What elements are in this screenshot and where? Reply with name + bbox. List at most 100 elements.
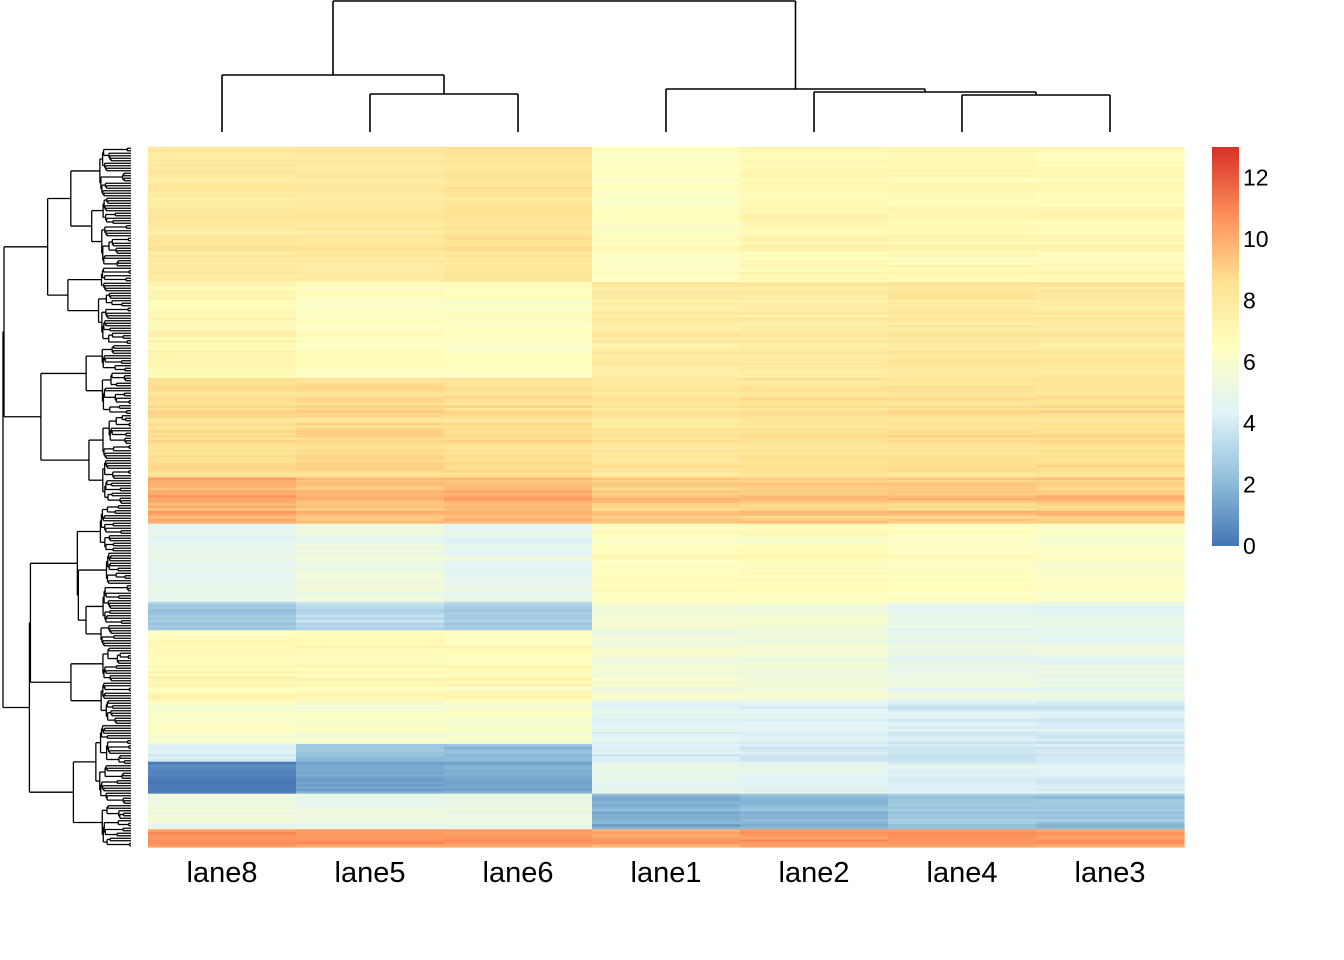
heatmap-cell	[1036, 798, 1185, 802]
heatmap-cell	[592, 254, 741, 258]
heatmap-cell	[1036, 726, 1185, 730]
heatmap-cell	[296, 640, 445, 644]
heatmap-cell	[296, 642, 445, 647]
heatmap-cell	[1036, 157, 1185, 161]
heatmap-cell	[296, 367, 445, 371]
heatmap-cell	[740, 543, 889, 547]
heatmap-cell	[296, 769, 445, 773]
heatmap-cell	[888, 566, 1037, 570]
heatmap-cell	[592, 711, 741, 715]
heatmap-cell	[444, 415, 593, 419]
heatmap-cell	[444, 177, 593, 181]
heatmap-cell	[888, 460, 1037, 464]
heatmap-cell	[148, 244, 297, 248]
heatmap-cell	[740, 663, 889, 667]
heatmap-cell	[444, 427, 593, 431]
heatmap-cell	[148, 816, 297, 820]
heatmap-cell	[888, 783, 1037, 787]
heatmap-cell	[740, 551, 889, 555]
heatmap-cell	[148, 622, 297, 626]
heatmap-cell	[888, 808, 1037, 813]
heatmap-cell	[1036, 164, 1185, 168]
heatmap-cell	[1036, 199, 1185, 203]
heatmap-cell	[1036, 352, 1185, 356]
heatmap-cell	[1036, 558, 1185, 563]
heatmap-cell	[1036, 377, 1185, 382]
heatmap-cell	[888, 806, 1037, 810]
heatmap-cell	[444, 678, 593, 682]
heatmap-cell	[592, 229, 741, 233]
heatmap-cell	[444, 681, 593, 685]
heatmap-cell	[148, 162, 297, 166]
heatmap-cell	[740, 513, 889, 517]
heatmap-cell	[740, 749, 889, 753]
heatmap-cell	[592, 392, 741, 396]
heatmap-cell	[592, 194, 741, 198]
heatmap-cell	[1036, 324, 1185, 329]
heatmap-cell	[740, 307, 889, 311]
heatmap-cell	[296, 637, 445, 641]
heatmap-cell	[1036, 204, 1185, 208]
heatmap-cell	[148, 452, 297, 456]
heatmap-cell	[1036, 147, 1185, 151]
heatmap-cell	[592, 417, 741, 421]
heatmap-cell	[148, 798, 297, 802]
heatmap-cell	[148, 352, 297, 356]
heatmap-cell	[592, 147, 741, 151]
heatmap-cell	[592, 826, 741, 830]
heatmap-cell	[444, 673, 593, 677]
heatmap-cell	[296, 480, 445, 484]
heatmap-cell	[148, 390, 297, 394]
heatmap-cell	[888, 299, 1037, 303]
heatmap-cell	[1036, 564, 1185, 568]
heatmap-cell	[148, 505, 297, 509]
heatmap-cell	[444, 668, 593, 672]
heatmap-cell	[740, 224, 889, 228]
heatmap-cell	[888, 791, 1037, 795]
heatmap-cell	[1036, 814, 1185, 818]
heatmap-cell	[296, 372, 445, 377]
heatmap-cell	[444, 202, 593, 206]
heatmap-cell	[1036, 397, 1185, 401]
heatmap-cell	[740, 252, 889, 256]
heatmap-cell	[1036, 152, 1185, 156]
heatmap-cell	[592, 806, 741, 810]
heatmap-cell	[888, 332, 1037, 336]
heatmap-cell	[1036, 382, 1185, 387]
heatmap-cell	[888, 591, 1037, 595]
heatmap-cell	[1036, 653, 1185, 657]
heatmap-cell	[296, 370, 445, 374]
heatmap-cell	[888, 385, 1037, 389]
heatmap-cell	[740, 650, 889, 654]
heatmap-cell	[296, 462, 445, 466]
heatmap-cell	[444, 637, 593, 641]
heatmap-cell	[1036, 229, 1185, 233]
heatmap-cell	[592, 322, 741, 326]
heatmap-cell	[1036, 523, 1185, 527]
heatmap-cell	[148, 199, 297, 203]
heatmap-cell	[592, 508, 741, 512]
heatmap-cell	[296, 581, 445, 585]
heatmap-cell	[148, 472, 297, 476]
heatmap-cell	[1036, 450, 1185, 454]
heatmap-cell	[148, 335, 297, 339]
heatmap-cell	[740, 619, 889, 624]
heatmap-cell	[296, 477, 445, 481]
heatmap-cell	[740, 149, 889, 153]
heatmap-cell	[888, 668, 1037, 672]
heatmap-cell	[592, 412, 741, 416]
heatmap-cell	[740, 352, 889, 356]
heatmap-cell	[888, 244, 1037, 248]
heatmap-cell	[1036, 375, 1185, 379]
heatmap-cell	[592, 566, 741, 570]
heatmap-cell	[148, 541, 297, 545]
heatmap-cell	[1036, 761, 1185, 765]
heatmap-cell	[444, 192, 593, 196]
heatmap-cell	[296, 589, 445, 593]
heatmap-cell	[592, 696, 741, 700]
heatmap-cell	[592, 347, 741, 351]
heatmap-cell	[1036, 279, 1185, 283]
heatmap-cell	[740, 778, 889, 782]
heatmap-cell	[740, 340, 889, 344]
heatmap-cell	[296, 157, 445, 161]
